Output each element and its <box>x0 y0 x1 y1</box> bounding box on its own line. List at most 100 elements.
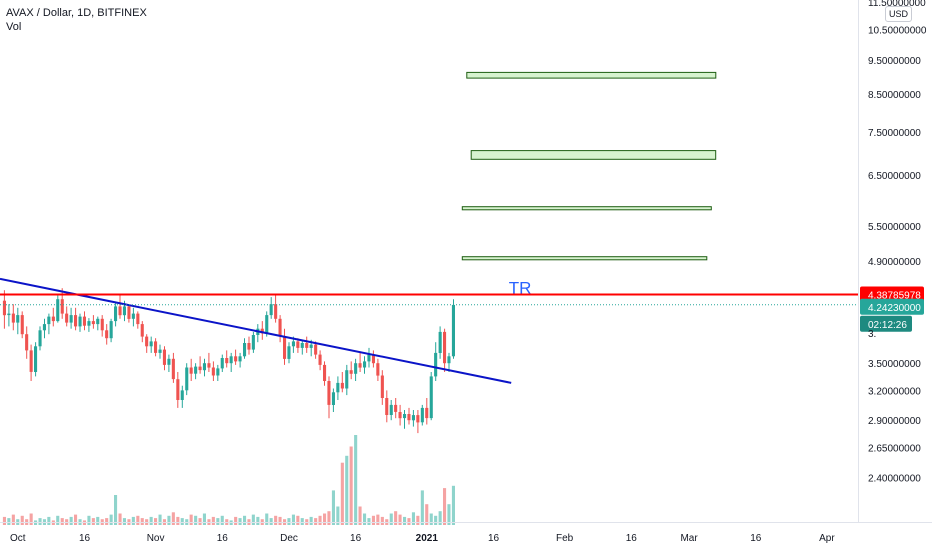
candle-body <box>118 306 122 316</box>
volume-bar <box>256 516 260 525</box>
candle <box>127 304 131 323</box>
candle-body <box>202 363 206 371</box>
candle <box>407 407 411 425</box>
volume-bar <box>234 516 238 525</box>
candle-body <box>345 370 349 389</box>
candle <box>198 356 202 374</box>
candle <box>131 307 135 327</box>
candle-body <box>336 382 340 393</box>
volume-bar <box>265 513 269 525</box>
candle <box>300 339 304 355</box>
candle <box>25 326 29 359</box>
candle <box>149 336 153 353</box>
candle-body <box>207 363 211 368</box>
volume-bar <box>167 515 171 525</box>
candle <box>91 315 95 329</box>
price-axis[interactable]: 11.50000000 10.50000000 9.50000000 8.500000… <box>868 0 927 485</box>
volume-bar <box>202 513 206 525</box>
candle-body <box>340 382 344 389</box>
candle-body <box>109 321 113 339</box>
candle-body <box>176 379 180 400</box>
currency-button[interactable]: USD <box>885 6 912 22</box>
candle-body <box>251 335 255 350</box>
candle-body <box>376 363 380 376</box>
candle <box>65 306 69 327</box>
candle <box>118 295 122 319</box>
candle <box>202 358 206 377</box>
target-zone-rectangle[interactable] <box>461 206 712 211</box>
volume-bar <box>416 515 420 525</box>
candle <box>389 400 393 421</box>
candle <box>216 364 220 381</box>
price-tick-label: 6.50000000 <box>868 171 921 182</box>
price-tick-label: 8.50000000 <box>868 90 921 101</box>
candle-body <box>363 361 367 368</box>
volume-bar <box>398 514 402 525</box>
candle <box>74 307 78 331</box>
candle <box>274 295 278 323</box>
price-tick-label: 10.50000000 <box>868 26 927 37</box>
candle <box>211 361 215 381</box>
candle <box>269 297 273 319</box>
target-zone-rectangle[interactable] <box>461 256 708 261</box>
volume-bar <box>314 518 318 525</box>
tr-label[interactable]: TR <box>509 279 532 298</box>
candle <box>47 313 51 335</box>
volume-bar <box>2 516 6 525</box>
candle-body <box>309 344 313 348</box>
candle-body <box>327 381 331 405</box>
candle <box>443 328 447 372</box>
candle-body <box>82 316 86 326</box>
volume-bar <box>91 518 95 525</box>
candle <box>287 342 291 364</box>
drawing-layer[interactable]: TR <box>0 71 858 384</box>
volume-indicator-label[interactable]: Vol <box>6 21 22 33</box>
descending-trendline[interactable] <box>0 277 512 384</box>
price-tick-label: 3.20000000 <box>868 386 921 397</box>
candle-body <box>69 315 73 323</box>
candle-body <box>11 313 15 323</box>
candle-body <box>407 414 411 421</box>
candle-body <box>238 356 242 362</box>
candle-body <box>420 407 424 423</box>
candle-body <box>194 366 198 374</box>
countdown-badge: 02:12:26 <box>868 320 907 331</box>
volume-bar <box>269 518 273 525</box>
candle-body <box>234 356 238 362</box>
candle-body <box>429 376 433 419</box>
candle <box>194 363 198 380</box>
candle <box>376 358 380 381</box>
volume-bar <box>176 516 180 525</box>
volume-bar <box>109 514 113 525</box>
volume-bar <box>189 514 193 525</box>
volume-bar <box>434 515 438 525</box>
candle-body <box>51 316 55 322</box>
candle <box>385 390 389 423</box>
candle-body <box>198 366 202 371</box>
candle-body <box>269 304 273 316</box>
candle <box>82 311 86 331</box>
volume-bar <box>60 518 64 525</box>
candle <box>38 326 42 351</box>
candle-body <box>367 354 371 362</box>
candle <box>438 326 442 359</box>
volume-bar <box>158 514 162 525</box>
candle <box>349 361 353 380</box>
candle-body <box>229 356 233 364</box>
candle-body <box>114 306 118 322</box>
volume-bar <box>131 516 135 525</box>
target-zone-rectangle[interactable] <box>470 150 717 160</box>
candle-body <box>122 306 126 316</box>
time-tick-label: 2021 <box>416 533 439 544</box>
candle <box>176 372 180 408</box>
symbol-title[interactable]: AVAX / Dollar, 1D, BITFINEX <box>6 7 147 19</box>
candle-body <box>331 392 335 405</box>
candle <box>358 352 362 372</box>
time-axis[interactable]: Oct 16 Nov 16 Dec 16 2021 16 Feb 16 Mar 16 Apr <box>10 533 835 544</box>
candle <box>140 321 144 343</box>
candle-body <box>403 414 407 419</box>
target-zone-rectangle[interactable] <box>466 71 717 79</box>
candle-body <box>283 336 287 359</box>
